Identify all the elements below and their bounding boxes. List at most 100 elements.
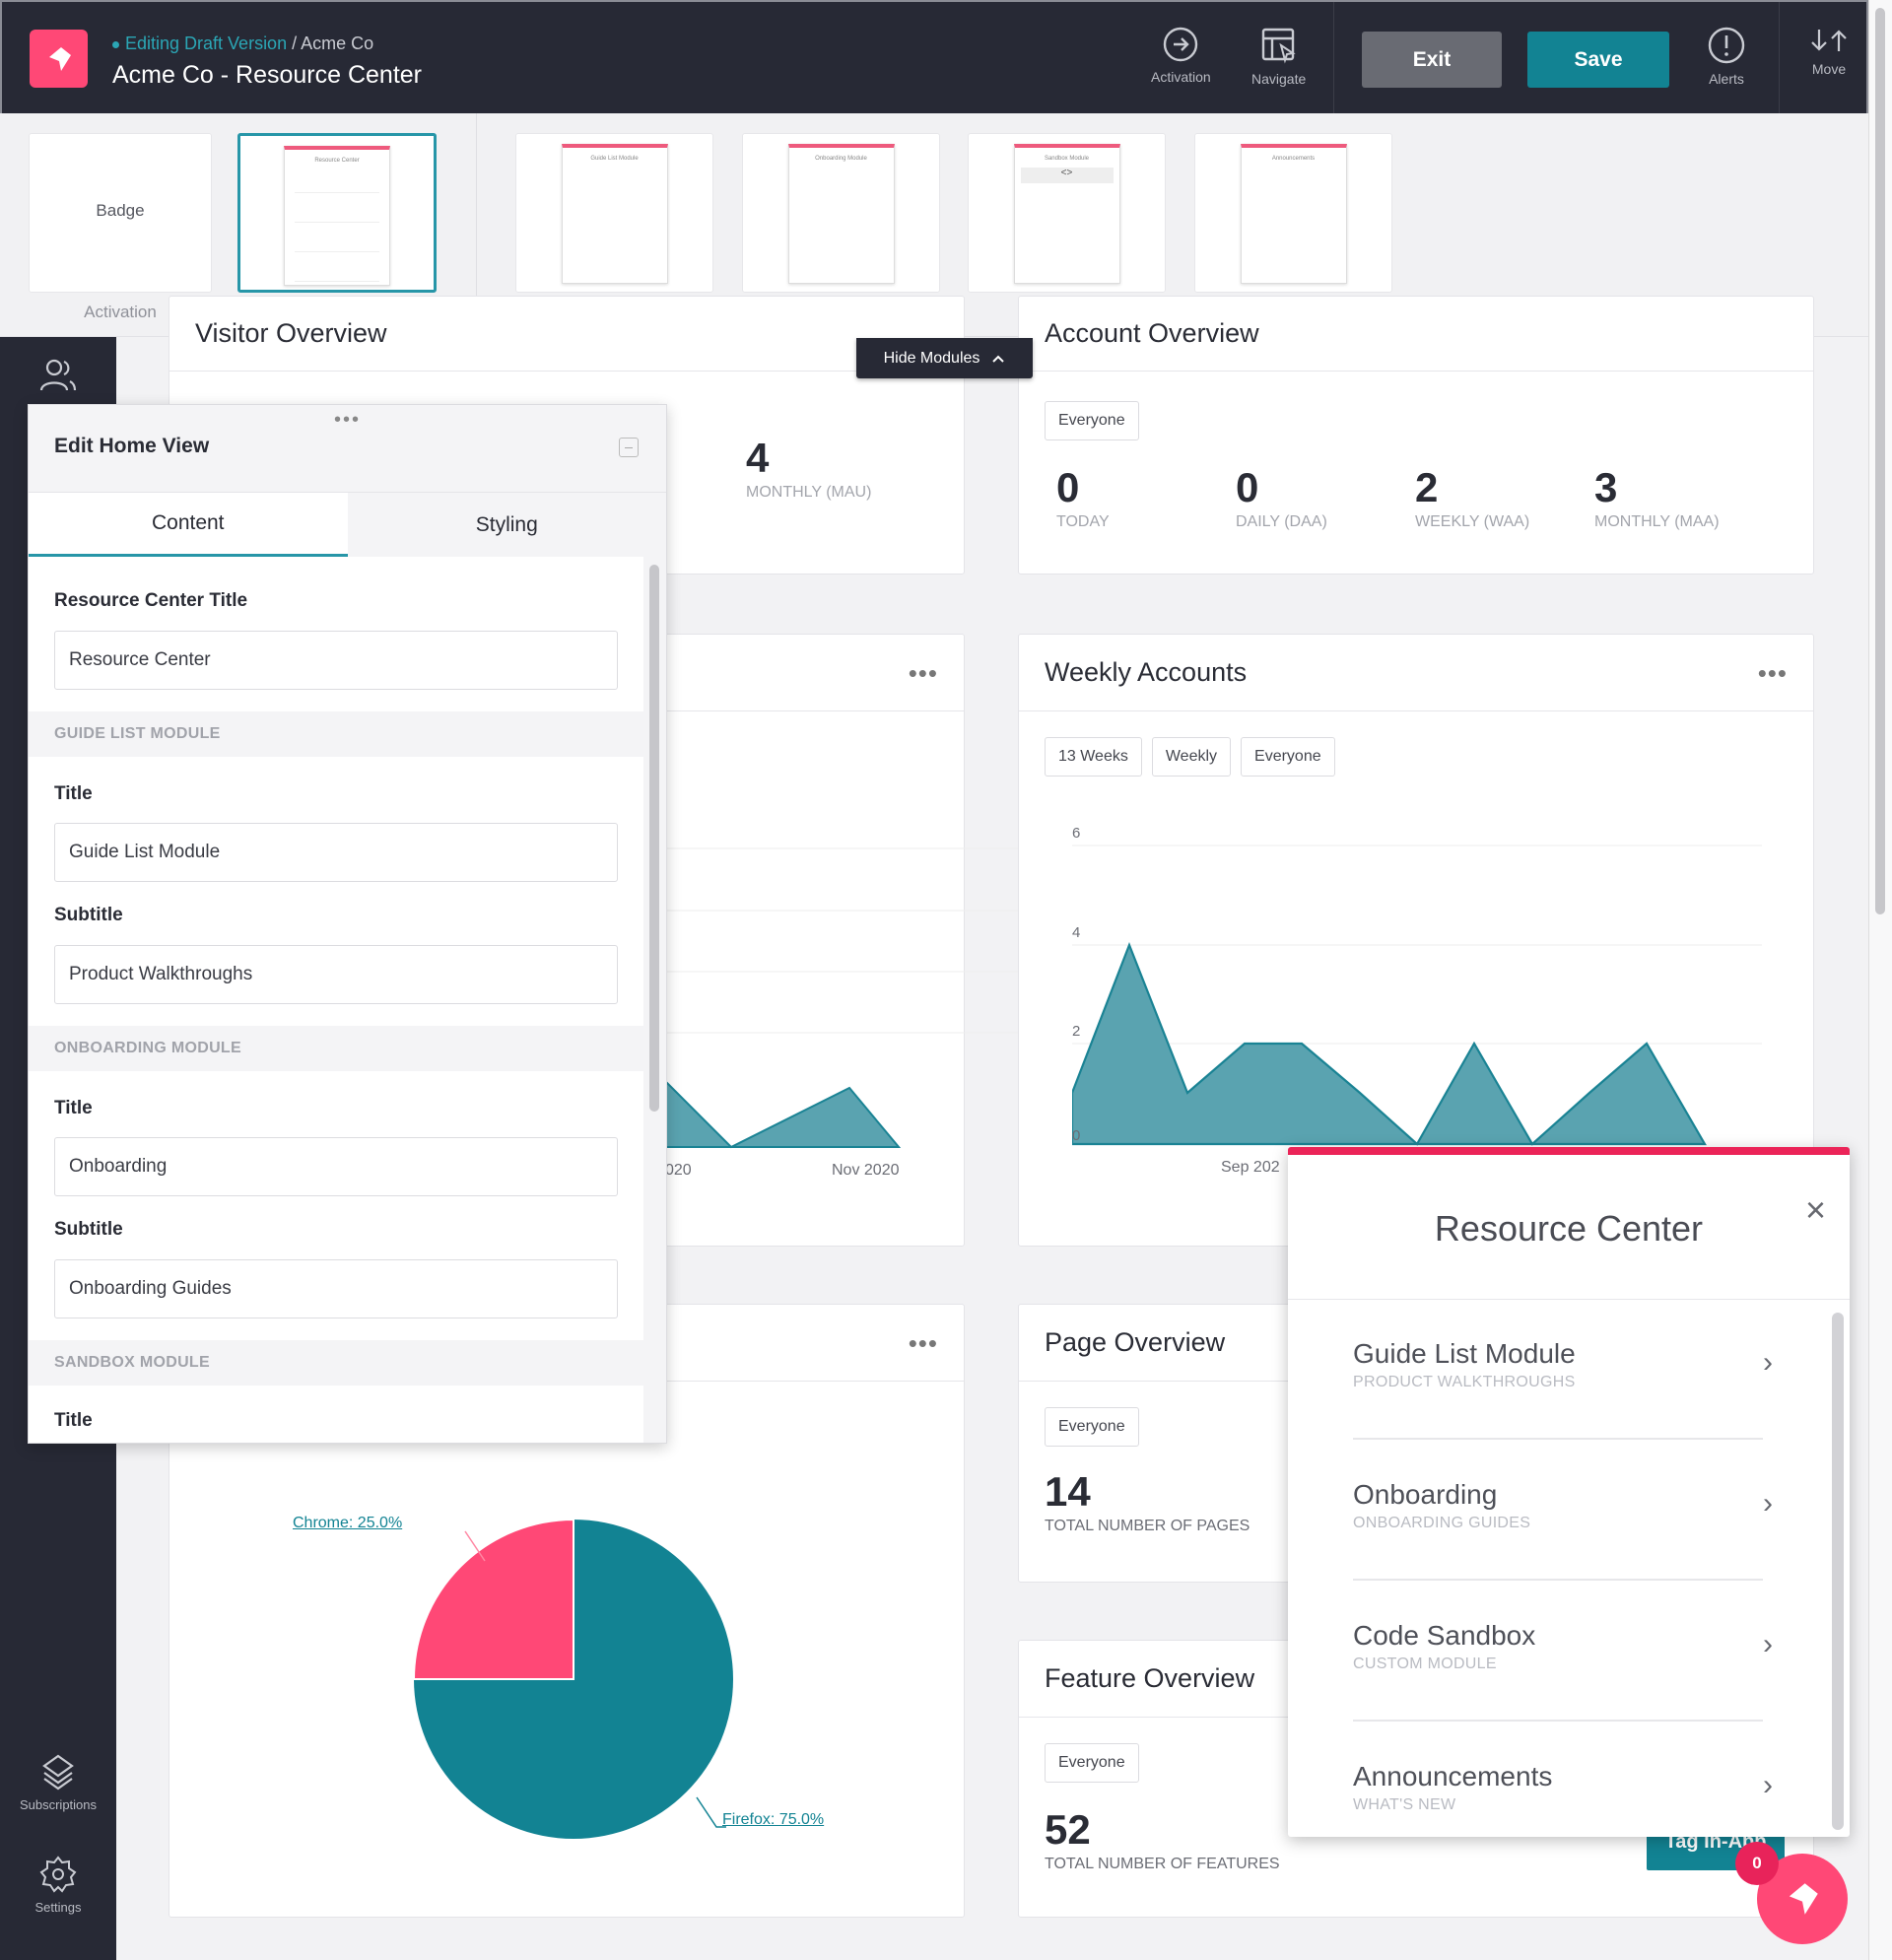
resource-center-launcher[interactable] bbox=[1757, 1854, 1848, 1944]
x-axis-label: Nov 2020 bbox=[832, 1162, 900, 1179]
arrow-circle-icon bbox=[1164, 27, 1198, 62]
chrome-label[interactable]: Chrome: 25.0% bbox=[293, 1515, 403, 1531]
x-axis-label: Sep 202 bbox=[1221, 1159, 1280, 1176]
module-card-home-view[interactable]: Resource Center bbox=[237, 133, 437, 293]
pendo-logo-icon bbox=[1789, 1883, 1818, 1915]
divider bbox=[476, 113, 477, 337]
resource-center-popup: Resource Center × Guide List Module PROD… bbox=[1288, 1147, 1850, 1837]
section-heading: GUIDE LIST MODULE bbox=[29, 711, 645, 757]
y-tick: 2 bbox=[1072, 1023, 1081, 1040]
exit-button[interactable]: Exit bbox=[1362, 32, 1502, 88]
divider bbox=[1333, 2, 1334, 115]
visitors-area-chart bbox=[662, 847, 1076, 1149]
segment-filter[interactable]: Everyone bbox=[1045, 1743, 1139, 1783]
alerts-button[interactable]: Alerts bbox=[1707, 26, 1746, 87]
weekly-accounts-area-chart bbox=[1072, 845, 1762, 1146]
interval-filter[interactable]: Weekly bbox=[1151, 737, 1232, 777]
firefox-label[interactable]: Firefox: 75.0% bbox=[722, 1811, 825, 1828]
move-arrows-icon bbox=[1811, 30, 1847, 51]
date-range-filter[interactable]: 13 Weeks bbox=[1045, 737, 1142, 777]
resource-center-title-input[interactable]: Resource Center bbox=[54, 631, 618, 690]
module-card-sandbox[interactable]: Sandbox Module <> bbox=[968, 133, 1166, 293]
sandbox-thumbnail: Sandbox Module <> bbox=[1013, 144, 1120, 284]
breadcrumb-account[interactable]: Acme Co bbox=[301, 34, 374, 53]
more-options-button[interactable]: ••• bbox=[908, 1327, 938, 1358]
module-card-guide-list[interactable]: Guide List Module bbox=[515, 133, 713, 293]
stat-mau: 4 MONTHLY (MAU) bbox=[746, 435, 872, 501]
resource-center-scrollbar[interactable] bbox=[1832, 1313, 1844, 1830]
more-options-button[interactable]: ••• bbox=[1757, 657, 1788, 688]
chevron-right-icon: › bbox=[1763, 1346, 1773, 1379]
alert-icon bbox=[1708, 27, 1745, 64]
divider bbox=[1288, 1299, 1850, 1300]
y-tick: 4 bbox=[1072, 924, 1081, 941]
guide-list-title-input[interactable]: Guide List Module bbox=[54, 823, 618, 882]
breadcrumb-separator: / bbox=[292, 34, 298, 53]
close-icon[interactable]: × bbox=[1804, 1189, 1826, 1230]
section-heading: SANDBOX MODULE bbox=[29, 1340, 645, 1386]
onboarding-subtitle-input[interactable]: Onboarding Guides bbox=[54, 1259, 618, 1318]
guide-list-subtitle-input[interactable]: Product Walkthroughs bbox=[54, 945, 618, 1004]
rc-item-guide-list[interactable]: Guide List Module PRODUCT WALKTHROUGHS › bbox=[1353, 1299, 1773, 1440]
more-options-button[interactable]: ••• bbox=[908, 657, 938, 688]
move-button[interactable]: Move bbox=[1807, 26, 1851, 77]
people-icon bbox=[39, 359, 77, 391]
browser-pie-chart bbox=[412, 1518, 733, 1839]
card-title: Page Overview bbox=[1045, 1327, 1226, 1357]
stat-today: 0 TODAY bbox=[1056, 464, 1110, 530]
segment-filter[interactable]: Everyone bbox=[1241, 737, 1335, 777]
segment-filter[interactable]: Everyone bbox=[1045, 1407, 1139, 1447]
draft-status[interactable]: Editing Draft Version bbox=[125, 34, 288, 53]
module-strip: Badge Activation Resource Center Home Vi… bbox=[0, 113, 1868, 337]
minimize-icon[interactable] bbox=[619, 438, 639, 457]
field-label: Title bbox=[54, 1098, 93, 1118]
divider bbox=[1779, 2, 1780, 115]
leader-lines bbox=[464, 1530, 726, 1828]
rc-item-announcements[interactable]: Announcements WHAT'S NEW › bbox=[1353, 1761, 1773, 1813]
field-label: Subtitle bbox=[54, 1219, 123, 1240]
card-title: Account Overview bbox=[1045, 318, 1259, 348]
x-axis-label: 020 bbox=[665, 1162, 692, 1179]
stat-daily: 0 DAILY (DAA) bbox=[1236, 464, 1327, 530]
stat-monthly: 3 MONTHLY (MAA) bbox=[1594, 464, 1720, 530]
panel-form: Resource Center Title Resource Center GU… bbox=[29, 557, 645, 1443]
resource-center-title: Resource Center bbox=[1434, 1208, 1704, 1249]
page-title: Acme Co - Resource Center bbox=[112, 61, 423, 89]
segment-filter[interactable]: Everyone bbox=[1045, 401, 1139, 440]
weekly-accounts-card: Weekly Accounts ••• 13 Weeks Weekly Everyon… bbox=[1018, 634, 1814, 1247]
activation-button[interactable]: Activation bbox=[1151, 26, 1211, 85]
sidebar-item-settings[interactable]: Settings bbox=[0, 1855, 116, 1915]
save-button[interactable]: Save bbox=[1527, 32, 1669, 88]
rc-item-code-sandbox[interactable]: Code Sandbox CUSTOM MODULE › bbox=[1353, 1581, 1773, 1722]
module-card-announcements[interactable]: Announcements bbox=[1194, 133, 1392, 293]
sidebar-item-subscriptions[interactable]: Subscriptions bbox=[0, 1752, 116, 1812]
hide-modules-button[interactable]: Hide Modules bbox=[856, 338, 1033, 378]
navigate-button[interactable]: Navigate bbox=[1251, 26, 1306, 87]
app-logo[interactable] bbox=[30, 30, 88, 88]
edit-home-view-panel: ••• Edit Home View Content Styling Resou… bbox=[28, 404, 667, 1444]
top-bar: Editing Draft Version / Acme Co Acme Co … bbox=[0, 0, 1868, 115]
announcements-thumbnail: Announcements bbox=[1240, 144, 1347, 284]
module-card-activation[interactable]: Badge bbox=[29, 133, 212, 293]
sidebar-item-people[interactable] bbox=[0, 357, 116, 400]
rc-item-onboarding[interactable]: Onboarding ONBOARDING GUIDES › bbox=[1353, 1440, 1773, 1581]
home-view-thumbnail: Resource Center bbox=[284, 146, 390, 286]
guide-list-thumbnail: Guide List Module bbox=[561, 144, 668, 284]
breadcrumb: Editing Draft Version / Acme Co bbox=[112, 34, 373, 54]
card-title: Visitor Overview bbox=[195, 318, 387, 348]
onboarding-thumbnail: Onboarding Module bbox=[787, 144, 895, 284]
onboarding-title-input[interactable]: Onboarding bbox=[54, 1137, 618, 1196]
account-overview-card: Account Overview Everyone 0 TODAY 0 DAILY … bbox=[1018, 296, 1814, 574]
code-brackets-icon: <> bbox=[1020, 168, 1114, 183]
drag-handle[interactable]: ••• bbox=[333, 409, 361, 431]
y-tick: 6 bbox=[1072, 825, 1081, 842]
module-card-onboarding[interactable]: Onboarding Module bbox=[742, 133, 940, 293]
section-heading: ONBOARDING MODULE bbox=[29, 1026, 645, 1071]
window-scrollbar[interactable] bbox=[1868, 0, 1892, 1960]
stat-pages: 14 TOTAL NUMBER OF PAGES bbox=[1045, 1468, 1250, 1534]
tab-styling[interactable]: Styling bbox=[347, 493, 666, 557]
tab-content[interactable]: Content bbox=[29, 493, 348, 557]
panel-header: ••• Edit Home View bbox=[29, 405, 666, 492]
panel-scrollbar[interactable] bbox=[643, 557, 666, 1443]
y-tick: 0 bbox=[1072, 1127, 1081, 1144]
